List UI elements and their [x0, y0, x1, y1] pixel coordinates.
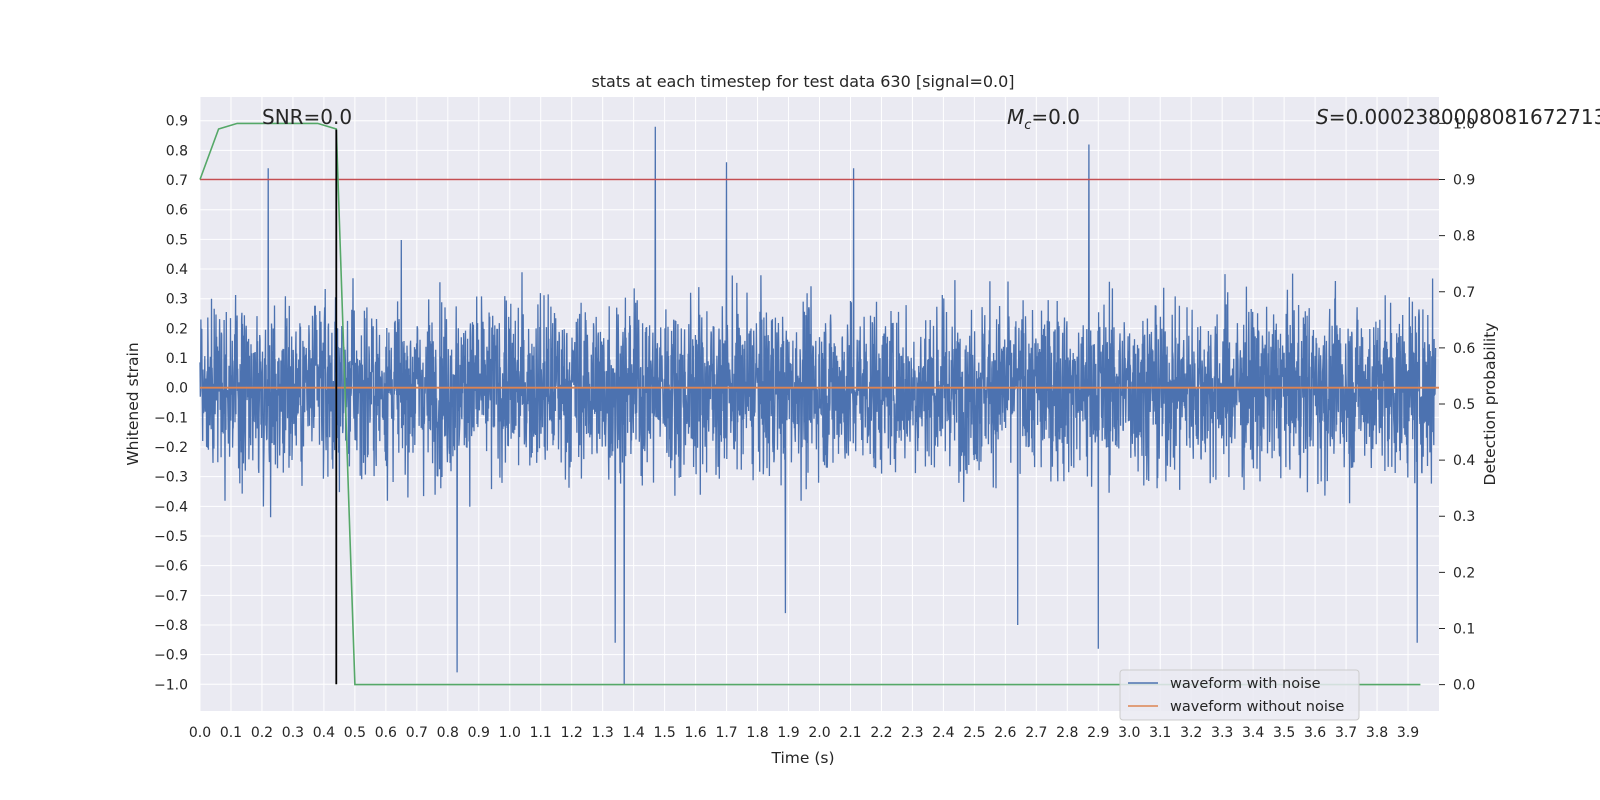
- x-tick-label: 0.0: [189, 725, 211, 741]
- y2-tick-label: 0.4: [1453, 453, 1475, 469]
- y-tick-label: 0.5: [166, 232, 188, 248]
- y2-tick-label: 0.5: [1453, 397, 1475, 413]
- y2-tick-label: 0.2: [1453, 565, 1475, 581]
- x-tick-label: 3.1: [1149, 725, 1171, 741]
- x-axis-title: Time (s): [770, 749, 834, 767]
- y-axis-title: Whitened strain: [124, 342, 142, 465]
- y-tick-label: −0.2: [154, 440, 188, 456]
- x-tick-label: 1.6: [684, 725, 706, 741]
- series-detection-probability: [199, 122, 1421, 686]
- y2-axis-title: Detection probability: [1481, 323, 1499, 486]
- x-axis-ticks: 0.0 0.1 0.2 0.3 0.4 0.5 0.6 0.7 0.8 0.9 1.0 1.1 1.2 1…: [189, 725, 1419, 741]
- x-tick-label: 0.6: [375, 725, 397, 741]
- chirp-mass-symbol: M: [1007, 105, 1024, 129]
- y2-tick-label: 0.0: [1453, 678, 1475, 694]
- x-tick-label: 1.0: [499, 725, 521, 741]
- chirp-mass-annotation: Mc=0.0: [1007, 105, 1080, 133]
- x-tick-label: 3.0: [1118, 725, 1140, 741]
- x-tick-label: 2.1: [839, 725, 861, 741]
- x-tick-label: 2.5: [963, 725, 985, 741]
- y-tick-label: 0.4: [166, 262, 188, 278]
- x-tick-label: 2.4: [932, 725, 954, 741]
- y-tick-label: 0.9: [166, 114, 188, 130]
- x-tick-label: 3.2: [1180, 725, 1202, 741]
- x-tick-label: 1.1: [530, 725, 552, 741]
- y-tick-label: −0.5: [154, 529, 188, 545]
- legend: waveform with noise waveform without noi…: [1119, 669, 1360, 721]
- y-tick-label: 0.6: [166, 203, 188, 219]
- s-symbol: S: [1316, 105, 1329, 129]
- x-tick-label: 1.3: [592, 725, 614, 741]
- y2-tick-label: 0.7: [1453, 285, 1475, 301]
- y-tick-label: −0.4: [154, 499, 188, 515]
- legend-box: [1119, 669, 1360, 721]
- x-tick-label: 3.7: [1335, 725, 1357, 741]
- y2-tick-label: 1.0: [1453, 116, 1475, 132]
- y2-tick-label: 0.6: [1453, 341, 1475, 357]
- x-tick-label: 3.4: [1242, 725, 1264, 741]
- s-annotation: S=0.00023800080816727138: [1316, 105, 1600, 129]
- y-tick-label: −0.9: [154, 648, 188, 664]
- x-tick-label: 3.5: [1273, 725, 1295, 741]
- x-tick-label: 2.7: [1025, 725, 1047, 741]
- legend-label-waveform-with-noise: waveform with noise: [1170, 676, 1321, 692]
- x-tick-label: 1.8: [746, 725, 768, 741]
- x-tick-label: 0.1: [220, 725, 242, 741]
- series-waveform-with-noise: [199, 126, 1437, 685]
- x-tick-label: 1.4: [623, 725, 645, 741]
- x-tick-label: 1.2: [561, 725, 583, 741]
- legend-label-waveform-without-noise: waveform without noise: [1170, 699, 1344, 715]
- snr-annotation: SNR=0.0: [262, 105, 352, 129]
- x-tick-label: 3.9: [1397, 725, 1419, 741]
- x-tick-label: 1.5: [653, 725, 675, 741]
- x-tick-label: 0.7: [406, 725, 428, 741]
- chirp-mass-value: =0.0: [1031, 105, 1080, 129]
- y-tick-label: −0.7: [154, 588, 188, 604]
- x-tick-label: 1.7: [715, 725, 737, 741]
- y-tick-label: 0.3: [166, 292, 188, 308]
- x-tick-label: 0.9: [468, 725, 490, 741]
- x-tick-label: 3.6: [1304, 725, 1326, 741]
- y-tick-label: −0.1: [154, 410, 188, 426]
- y-tick-label: 0.0: [166, 381, 188, 397]
- x-tick-label: 3.8: [1366, 725, 1388, 741]
- y-tick-label: −0.6: [154, 559, 188, 575]
- x-tick-label: 2.9: [1087, 725, 1109, 741]
- x-tick-label: 1.9: [777, 725, 799, 741]
- x-tick-label: 0.8: [437, 725, 459, 741]
- x-tick-label: 3.3: [1211, 725, 1233, 741]
- y2-tick-label: 0.1: [1453, 621, 1475, 637]
- y2-tick-label: 0.3: [1453, 509, 1475, 525]
- y-tick-label: 0.2: [166, 321, 188, 337]
- x-tick-label: 2.0: [808, 725, 830, 741]
- y-tick-label: −0.8: [154, 618, 188, 634]
- y-axis-ticks: 0.9 0.8 0.7 0.6 0.5 0.4 0.3 0.2 0.1 0.0 −0.1 −0.2 −0…: [154, 114, 188, 694]
- x-tick-label: 2.8: [1056, 725, 1078, 741]
- y-tick-label: −0.3: [154, 470, 188, 486]
- y-tick-label: 0.1: [166, 351, 188, 367]
- x-tick-label: 2.2: [870, 725, 892, 741]
- y2-axis-ticks: 1.0 0.9 0.8 0.7 0.6 0.5 0.4 0.3 0.2 0.1 0.0: [1439, 116, 1475, 694]
- x-tick-label: 0.2: [251, 725, 273, 741]
- chart-title: stats at each timestep for test data 630…: [591, 72, 1014, 91]
- x-tick-label: 2.3: [901, 725, 923, 741]
- y-tick-label: −1.0: [154, 677, 188, 693]
- x-tick-label: 2.6: [994, 725, 1016, 741]
- x-tick-label: 0.4: [313, 725, 335, 741]
- x-tick-label: 0.3: [282, 725, 304, 741]
- x-tick-label: 0.5: [344, 725, 366, 741]
- plot-area: [199, 97, 1439, 711]
- y-tick-label: 0.7: [166, 173, 188, 189]
- y2-tick-label: 0.8: [1453, 229, 1475, 245]
- s-value: =0.00023800080816727138: [1329, 105, 1600, 129]
- y-tick-label: 0.8: [166, 143, 188, 159]
- chirp-mass-subscript: c: [1024, 118, 1031, 133]
- y2-tick-label: 0.9: [1453, 173, 1475, 189]
